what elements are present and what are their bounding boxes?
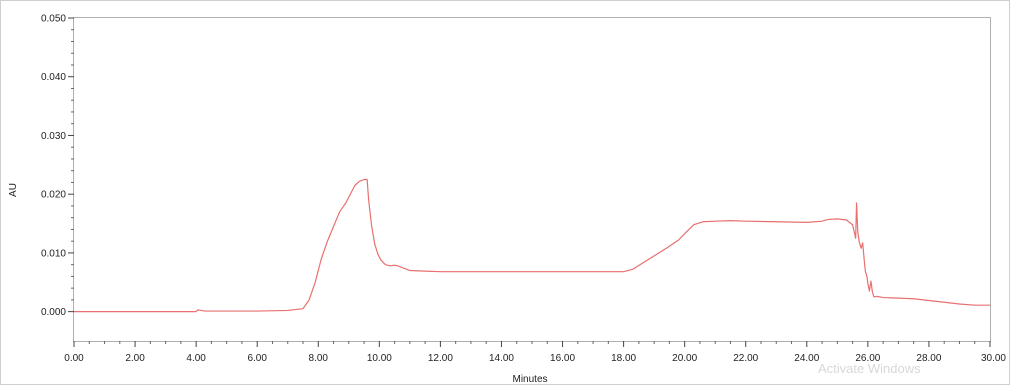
series-line-0	[74, 178, 990, 313]
y-tick-label: 0.050	[41, 14, 66, 25]
x-tick-label: 8.00	[309, 353, 329, 364]
y-tick-label: 0.000	[41, 307, 66, 318]
x-tick-label: 14.00	[489, 353, 514, 364]
x-tick-label: 0.00	[64, 353, 84, 364]
x-axis-title: Minutes	[512, 374, 547, 385]
y-tick-label: 0.020	[41, 190, 66, 201]
plot-area	[73, 17, 991, 342]
y-tick-label: 0.010	[41, 248, 66, 259]
x-tick-label: 18.00	[611, 353, 636, 364]
activate-windows-watermark: Activate Windows	[818, 361, 921, 376]
x-tick-label: 6.00	[247, 353, 267, 364]
y-axis-ticks: 0.000 0.010 0.020 0.030 0.040 0.050	[41, 14, 74, 318]
x-tick-label: 4.00	[186, 353, 206, 364]
x-tick-label: 30.00	[981, 353, 1006, 364]
y-tick-label: 0.030	[41, 131, 66, 142]
x-tick-label: 20.00	[672, 353, 697, 364]
y-axis-title: AU	[8, 183, 19, 197]
x-tick-label: 16.00	[550, 353, 575, 364]
x-tick-label: 22.00	[733, 353, 758, 364]
x-tick-label: 28.00	[916, 353, 941, 364]
y-tick-label: 0.040	[41, 72, 66, 83]
x-tick-label: 26.00	[855, 353, 880, 364]
series-lines	[74, 178, 990, 313]
x-tick-label: 12.00	[428, 353, 453, 364]
x-tick-label: 2.00	[125, 353, 145, 364]
x-axis-ticks: 0.00 2.00 4.00 6.00 8.00 10.00 12.00 14.00 16.00…	[64, 341, 1006, 364]
x-tick-label: 24.00	[794, 353, 819, 364]
x-tick-label: 10.00	[367, 353, 392, 364]
